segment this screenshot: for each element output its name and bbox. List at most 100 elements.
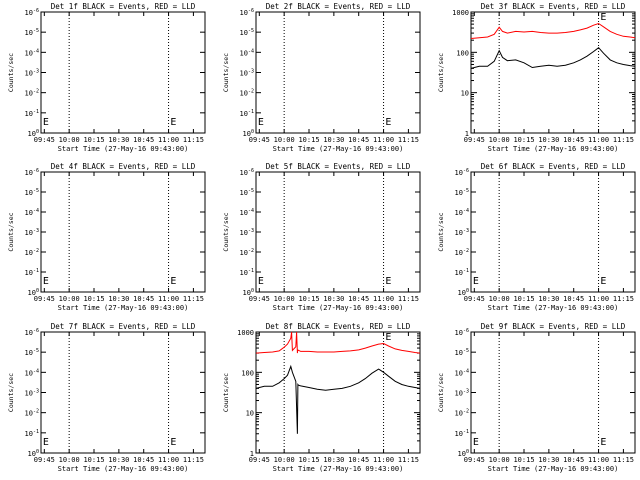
x-tick-label: 09:45 xyxy=(464,456,485,464)
y-axis-label: Counts/sec xyxy=(7,373,15,412)
attenuator-mark: E xyxy=(43,276,49,287)
y-tick-label: 10-3 xyxy=(25,389,39,398)
y-tick-label: 10-2 xyxy=(25,409,39,418)
x-axis-label: Start Time (27-May-16 09:43:00) xyxy=(273,465,404,473)
y-tick-label: 10-1 xyxy=(240,268,254,277)
x-tick-label: 10:15 xyxy=(513,295,534,303)
panel-det-4f: Det 4f BLACK = Events, RED = LLD 09:45 10:… xyxy=(7,162,206,312)
x-tick-label: 11:15 xyxy=(613,295,634,303)
y-tick-label: 10-6 xyxy=(25,8,39,17)
series-line xyxy=(255,364,421,434)
y-tick-label: 100 xyxy=(243,129,254,138)
y-axis-label: Counts/sec xyxy=(7,212,15,251)
panel-title: Det 3f BLACK = Events, RED = LLD xyxy=(481,2,626,11)
x-tick-label: 11:15 xyxy=(613,136,634,144)
x-tick-label: 09:45 xyxy=(34,295,55,303)
x-tick-label: 11:00 xyxy=(158,136,179,144)
x-tick-label: 10:30 xyxy=(108,456,129,464)
y-tick-label: 10-1 xyxy=(455,429,469,438)
y-tick-label: 100 xyxy=(28,288,39,297)
x-tick-label: 11:15 xyxy=(613,456,634,464)
attenuator-mark: E xyxy=(473,276,479,287)
y-tick-label: 10-4 xyxy=(240,208,254,217)
y-tick-label: 100 xyxy=(28,129,39,138)
plot-frame xyxy=(255,331,421,454)
y-tick-label: 100 xyxy=(458,449,469,458)
attenuator-mark: E xyxy=(385,332,391,343)
y-tick-label: 10-5 xyxy=(240,188,254,197)
x-tick-label: 10:15 xyxy=(298,136,319,144)
y-tick-label: 10-5 xyxy=(455,348,469,357)
y-tick-label: 10-1 xyxy=(240,109,254,118)
x-tick-label: 11:00 xyxy=(373,136,394,144)
x-tick-label: 09:45 xyxy=(34,136,55,144)
y-tick-label: 10-4 xyxy=(455,368,469,377)
x-tick-label: 10:45 xyxy=(348,136,369,144)
x-tick-label: 10:30 xyxy=(538,136,559,144)
x-axis-label: Start Time (27-May-16 09:43:00) xyxy=(58,304,189,312)
x-tick-label: 10:15 xyxy=(513,136,534,144)
y-tick-label: 10-3 xyxy=(455,228,469,237)
y-tick-label: 10-4 xyxy=(25,48,39,57)
y-tick-label: 10-5 xyxy=(25,28,39,37)
y-tick-label: 10-5 xyxy=(240,28,254,37)
attenuator-mark: E xyxy=(170,276,176,287)
x-tick-label: 11:15 xyxy=(183,456,204,464)
y-tick-label: 10-4 xyxy=(25,208,39,217)
x-tick-label: 10:30 xyxy=(323,136,344,144)
plot-frame xyxy=(255,11,421,134)
y-tick-label: 1000 xyxy=(452,9,469,17)
y-axis-label: Counts/sec xyxy=(222,53,230,92)
x-tick-label: 10:45 xyxy=(348,295,369,303)
attenuator-mark: E xyxy=(473,437,479,448)
y-axis-label: Counts/sec xyxy=(222,373,230,412)
x-tick-label: 10:45 xyxy=(348,456,369,464)
y-tick-label: 10-2 xyxy=(455,409,469,418)
y-tick-label: 10 xyxy=(246,410,254,418)
panel-det-2f: Det 2f BLACK = Events, RED = LLD 09:45 10:… xyxy=(222,2,421,153)
y-tick-label: 1000 xyxy=(237,329,254,337)
y-tick-label: 10 xyxy=(461,90,469,98)
panel-det-9f: Det 9f BLACK = Events, RED = LLD 09:45 10:… xyxy=(437,322,636,473)
y-tick-label: 10-2 xyxy=(455,248,469,257)
attenuator-mark: E xyxy=(600,437,606,448)
panel-title: Det 6f BLACK = Events, RED = LLD xyxy=(481,162,626,171)
x-tick-label: 10:30 xyxy=(108,136,129,144)
y-tick-label: 100 xyxy=(241,369,254,377)
x-tick-label: 10:45 xyxy=(563,456,584,464)
y-tick-label: 100 xyxy=(243,288,254,297)
attenuator-mark: E xyxy=(43,117,49,128)
x-axis-label: Start Time (27-May-16 09:43:00) xyxy=(58,465,189,473)
panel-det-6f: Det 6f BLACK = Events, RED = LLD 09:45 10:… xyxy=(437,162,636,312)
x-tick-label: 11:00 xyxy=(373,456,394,464)
x-axis-label: Start Time (27-May-16 09:43:00) xyxy=(488,145,619,153)
attenuator-mark: E xyxy=(258,276,264,287)
y-tick-label: 10-2 xyxy=(240,89,254,98)
panel-title: Det 5f BLACK = Events, RED = LLD xyxy=(266,162,411,171)
x-tick-label: 11:00 xyxy=(373,295,394,303)
x-axis-label: Start Time (27-May-16 09:43:00) xyxy=(488,304,619,312)
series-line xyxy=(255,331,421,354)
plot-frame xyxy=(255,171,421,293)
panel-title: Det 7f BLACK = Events, RED = LLD xyxy=(51,322,196,331)
x-axis-label: Start Time (27-May-16 09:43:00) xyxy=(273,304,404,312)
x-tick-label: 10:45 xyxy=(133,136,154,144)
y-axis-label: Counts/sec xyxy=(437,373,445,412)
x-tick-label: 11:00 xyxy=(588,295,609,303)
panel-det-7f: Det 7f BLACK = Events, RED = LLD 09:45 10:… xyxy=(7,322,206,473)
y-tick-label: 10-6 xyxy=(25,328,39,337)
attenuator-mark: E xyxy=(600,12,606,23)
y-tick-label: 10-4 xyxy=(455,208,469,217)
y-tick-label: 10-2 xyxy=(240,248,254,257)
x-tick-label: 10:00 xyxy=(59,136,80,144)
x-tick-label: 10:15 xyxy=(298,295,319,303)
y-axis-label: Counts/sec xyxy=(7,53,15,92)
y-tick-label: 10-6 xyxy=(240,8,254,17)
x-tick-label: 10:00 xyxy=(59,295,80,303)
x-tick-label: 10:30 xyxy=(538,456,559,464)
panel-title: Det 9f BLACK = Events, RED = LLD xyxy=(481,322,626,331)
plot-frame xyxy=(470,331,636,454)
x-tick-label: 11:00 xyxy=(588,456,609,464)
x-tick-label: 09:45 xyxy=(34,456,55,464)
